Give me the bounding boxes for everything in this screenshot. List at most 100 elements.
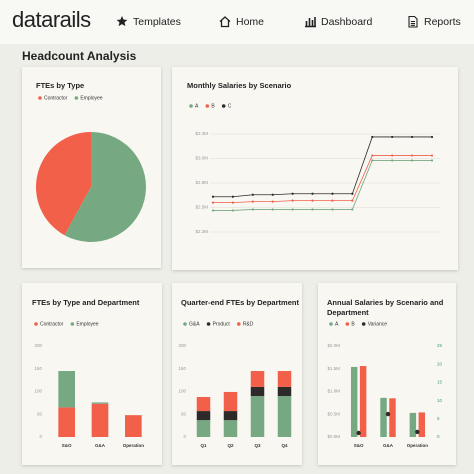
x-tick-label: G&A [383, 443, 394, 448]
y-tick-label: 150 [34, 366, 42, 371]
line-point [311, 208, 314, 211]
bar-segment [196, 420, 211, 437]
pie-slice [64, 132, 146, 242]
legend-label: R&D [243, 321, 254, 327]
bar-segment [91, 403, 109, 437]
bar-segment [125, 415, 142, 437]
legend-label: Product [213, 321, 231, 327]
legend-swatch [38, 96, 42, 100]
line-point [231, 195, 235, 198]
line-point [371, 159, 374, 162]
line-point [331, 192, 334, 195]
bar-segment [196, 396, 211, 412]
line-point [271, 208, 274, 211]
line-point [391, 159, 394, 162]
x-tick-label: Q1 [200, 443, 207, 448]
x-tick-label: S&O [62, 443, 72, 448]
chart-title: Annual Salaries by Scenario and Departme… [327, 298, 444, 317]
bar [418, 412, 426, 437]
line-series [213, 160, 432, 211]
legend-swatch [345, 322, 350, 326]
y-tick-label: $2.5M [195, 205, 208, 210]
line-point [410, 159, 414, 162]
nav-item[interactable]: Dashboard [321, 16, 373, 28]
line-point [311, 192, 314, 195]
legend-swatch [236, 322, 241, 326]
nav-bar [0, 0, 474, 44]
x-tick-label: Operation [407, 443, 429, 448]
x-tick-label: Q4 [281, 443, 288, 448]
legend-label: Contractor [40, 321, 64, 327]
legend-label: G&A [189, 321, 200, 327]
legend-label: B [351, 321, 355, 327]
line-point [291, 192, 294, 195]
bar-segment [58, 371, 75, 408]
legend-swatch [329, 322, 333, 326]
y2-tick-label: 25 [437, 343, 443, 348]
chart-title-box: FTEs by Type and Department [32, 298, 140, 307]
y2-tick-label: 10 [437, 398, 443, 403]
line-point [291, 199, 294, 202]
legend-swatch [361, 322, 366, 326]
legend-label: B [211, 103, 215, 109]
home-icon[interactable] [219, 16, 231, 28]
legend-label: Variance [368, 321, 388, 327]
card [172, 67, 458, 270]
legend-swatch [206, 322, 211, 326]
y2-tick-label: 20 [437, 361, 443, 366]
line-point [291, 208, 294, 211]
legend-swatch [205, 104, 210, 108]
y2-tick-label: 5 [437, 416, 440, 421]
chart-title-box: Annual Salaries by Scenario and Departme… [327, 298, 444, 317]
bar-segment [196, 411, 211, 421]
legend-swatch [70, 322, 75, 326]
line-point [351, 208, 354, 211]
y-tick-label: 150 [178, 366, 186, 371]
line-point [331, 208, 334, 211]
line-point [271, 193, 274, 196]
y-tick-label: 100 [34, 389, 42, 394]
bar-segment [277, 396, 292, 437]
logo[interactable]: datarails [12, 7, 92, 32]
line-point [430, 159, 434, 162]
chart-title: FTEs by Type and Department [32, 298, 140, 307]
variance-point [385, 411, 391, 417]
chart-title-box: Monthly Salaries by Scenario [187, 81, 291, 90]
legend-label: Employee [76, 321, 98, 327]
dashboard-icon[interactable] [305, 17, 316, 28]
line-point [251, 200, 254, 203]
line-series [213, 155, 432, 203]
legend-swatch [74, 96, 79, 100]
bar-segment [250, 386, 265, 397]
card [318, 283, 456, 465]
chart-title: Quarter-end FTEs by Department [181, 298, 299, 307]
pie-slice [35, 131, 91, 236]
nav-item[interactable]: Templates [133, 16, 181, 28]
bar [350, 366, 358, 437]
templates-icon[interactable] [116, 16, 128, 27]
variance-point [415, 429, 420, 435]
y-tick-label: $2.8M [195, 180, 208, 185]
bar-segment [223, 420, 238, 437]
x-tick-label: Q3 [254, 443, 261, 448]
nav-item[interactable]: Reports [424, 16, 461, 28]
legend-label: Employee [80, 95, 102, 101]
y-tick-label: 0 [39, 434, 42, 439]
bar [380, 397, 387, 437]
bar-segment [91, 402, 109, 404]
x-tick-label: Operation [123, 443, 145, 448]
line-point [311, 199, 314, 202]
y-tick-label: 200 [34, 343, 42, 348]
x-tick-label: G&A [95, 443, 106, 448]
line-point [351, 199, 354, 202]
legend-swatch [183, 322, 187, 326]
line-point [351, 192, 354, 195]
reports-icon[interactable] [408, 15, 418, 28]
line-point [410, 135, 414, 139]
y-tick-label: $2.3M [195, 229, 208, 234]
line-point [211, 209, 215, 212]
nav-item[interactable]: Home [236, 16, 264, 28]
legend-swatch [189, 104, 193, 108]
line-point [211, 195, 215, 198]
y-tick-label: 50 [181, 411, 187, 416]
